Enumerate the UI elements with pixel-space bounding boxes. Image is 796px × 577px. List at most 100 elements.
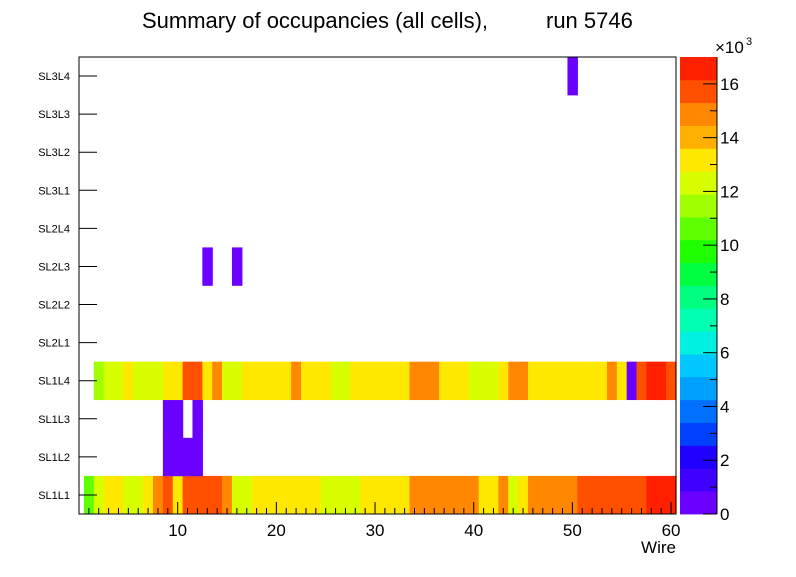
heatmap-cell (656, 361, 667, 401)
heatmap-cell (192, 437, 203, 477)
heatmap-cell (429, 475, 440, 515)
heatmap-cell (281, 475, 292, 515)
color-scale-segment (680, 285, 717, 309)
color-scale-segment (680, 102, 717, 126)
heatmap-cell (597, 361, 608, 401)
heatmap-cell (606, 475, 618, 515)
heatmap-cell (360, 361, 371, 401)
heatmap-cell (320, 361, 332, 401)
heatmap-cell (478, 361, 490, 401)
heatmap-cell (202, 247, 213, 286)
heatmap-cell (172, 437, 184, 477)
heatmap-cell (123, 475, 134, 515)
heatmap-cell (301, 361, 312, 401)
heatmap-cell (449, 361, 460, 401)
heatmap-cell (192, 399, 203, 439)
heatmap-cell (616, 475, 628, 515)
heatmap-cell (527, 475, 539, 515)
heatmap-cell (478, 475, 490, 515)
heatmap-cell (310, 475, 322, 515)
heatmap-cell (537, 475, 549, 515)
heatmap-cell (626, 361, 638, 401)
heatmap-cell (508, 475, 519, 515)
color-scale: 0 2 4 6 8 10 12 14 16 ×10 3 (680, 36, 752, 524)
heatmap-cell (231, 247, 243, 286)
heatmap-cell (320, 475, 332, 515)
color-scale-segment (680, 194, 717, 218)
color-scale-segment (680, 79, 717, 104)
heatmap-cell (162, 399, 174, 439)
x-tick-label: 50 (563, 521, 582, 540)
color-scale-exponent: 3 (746, 36, 752, 48)
heatmap-cell (468, 361, 480, 401)
heatmap-cell (330, 475, 342, 515)
heatmap-cell (587, 475, 598, 515)
heatmap-cell (666, 361, 677, 401)
heatmap-cell (498, 361, 509, 401)
heatmap-cell (399, 361, 411, 401)
heatmap-cells (83, 57, 677, 515)
heatmap-cell (419, 475, 430, 515)
plot-area: SL1L1 SL1L2 SL1L3 SL1L4 SL2L1 SL2L2 SL2L3 SL2L4… (38, 56, 681, 557)
heatmap-cell (597, 475, 608, 515)
y-tick-label: SL1L3 (38, 414, 70, 426)
heatmap-cell (468, 475, 480, 515)
heatmap-cell (103, 361, 115, 401)
heatmap-cell (429, 361, 440, 401)
heatmap-cell (241, 361, 253, 401)
heatmap-cell (212, 361, 223, 401)
heatmap-cell (241, 475, 253, 515)
heatmap-cell (409, 361, 421, 401)
color-scale-tick-label: 4 (720, 397, 729, 416)
heatmap-cell (379, 361, 391, 401)
heatmap-cell (113, 475, 125, 515)
heatmap-cell (656, 475, 667, 515)
color-scale-segment (680, 239, 717, 264)
color-scale-tick-label: 14 (720, 129, 739, 148)
heatmap-cell (212, 475, 223, 515)
color-scale-segment (680, 468, 717, 492)
heatmap-cell (547, 475, 559, 515)
y-tick-label: SL1L2 (38, 452, 70, 464)
heatmap-cell (162, 475, 174, 515)
color-scale-segment (680, 216, 717, 241)
heatmap-cell (636, 475, 647, 515)
heatmap-cell (261, 361, 273, 401)
plot-frame (78, 56, 677, 515)
heatmap-cell (310, 361, 322, 401)
heatmap-cell (192, 475, 203, 515)
heatmap-cell (281, 361, 292, 401)
y-tick-label: SL2L3 (38, 261, 70, 273)
color-scale-segment (680, 376, 717, 401)
heatmap-cell (251, 475, 263, 515)
heatmap-cell (123, 361, 134, 401)
chart-title: Summary of occupancies (all cells), (142, 8, 488, 33)
heatmap-cell (370, 361, 381, 401)
heatmap-cell (557, 361, 569, 401)
title: Summary of occupancies (all cells), run … (142, 8, 633, 33)
y-axis: SL1L1 SL1L2 SL1L3 SL1L4 SL2L1 SL2L2 SL2L3 SL2L4… (38, 71, 97, 502)
heatmap-cell (202, 361, 213, 401)
color-scale-segment (680, 445, 717, 469)
color-scale-segment (680, 262, 717, 286)
heatmap-cell (93, 475, 105, 515)
heatmap-cell (557, 475, 569, 515)
heatmap-cell (340, 361, 351, 401)
heatmap-cell (518, 475, 529, 515)
x-tick-label: 40 (464, 521, 483, 540)
color-scale-segment (680, 125, 717, 149)
y-tick-label: SL3L1 (38, 185, 70, 197)
heatmap-cell (508, 361, 519, 401)
heatmap-cell (251, 361, 263, 401)
heatmap-cell (666, 475, 677, 515)
color-scale-tick-label: 12 (720, 182, 739, 201)
heatmap-cell (646, 361, 657, 401)
heatmap-cell (143, 475, 154, 515)
heatmap-cell (182, 437, 194, 477)
heatmap-cell (439, 475, 450, 515)
heatmap-cell (222, 361, 233, 401)
color-scale-tick-label: 16 (720, 75, 739, 94)
heatmap-cell (567, 475, 578, 515)
heatmap-cell (616, 361, 628, 401)
